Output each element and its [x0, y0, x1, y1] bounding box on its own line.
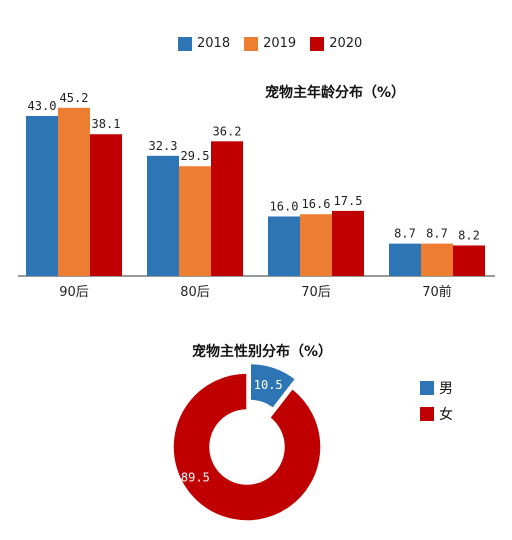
bar-label-2019-3: 8.7 [426, 227, 448, 241]
bar-2018-1 [147, 155, 179, 276]
bar-2018-2 [268, 216, 300, 276]
legend-swatch-2018 [178, 36, 192, 51]
bar-2019-0 [58, 107, 90, 276]
legend-item-2019: 2019 [244, 36, 296, 51]
pie-legend-item-male: 男 [420, 378, 453, 398]
bar-2019-1 [179, 166, 211, 276]
pie-legend-swatch-female [420, 407, 434, 421]
bar-label-2018-2: 16.0 [270, 199, 299, 213]
category-label-3: 70前 [422, 284, 452, 300]
pie-legend-swatch-male [420, 381, 434, 395]
category-label-0: 90后 [59, 285, 89, 300]
pie-legend-label-female: 女 [439, 407, 453, 423]
donut-slice-0 [249, 362, 297, 410]
pie-chart-title: 宠物主性别分布（%） [192, 344, 333, 360]
bar-2020-3 [453, 245, 485, 276]
legend-item-2020: 2020 [310, 36, 362, 51]
bar-legend: 2018 2019 2020 [178, 36, 362, 51]
bar-label-2018-0: 43.0 [28, 99, 57, 113]
bar-chart-title: 宠物主年龄分布（%） [265, 85, 406, 101]
category-label-2: 70后 [301, 285, 331, 300]
bar-2019-2 [300, 214, 332, 276]
pie-legend-item-female: 女 [420, 404, 453, 424]
legend-label-2018: 2018 [197, 36, 231, 51]
donut-slice-1 [172, 372, 322, 522]
bar-label-2020-0: 38.1 [92, 117, 121, 131]
donut-chart: 10.5 89.5 [172, 362, 322, 522]
bar-2018-3 [389, 243, 421, 276]
bar-2020-2 [332, 210, 364, 276]
bar-label-2020-2: 17.5 [334, 194, 363, 208]
legend-label-2020: 2020 [329, 36, 363, 51]
legend-label-2019: 2019 [263, 36, 297, 51]
pie-legend: 男 女 [420, 378, 453, 430]
bar-label-2018-3: 8.7 [394, 227, 416, 241]
category-label-1: 80后 [180, 285, 210, 300]
legend-swatch-2019 [244, 36, 259, 51]
bar-2020-0 [90, 134, 122, 276]
bar-label-2020-1: 36.2 [213, 124, 242, 138]
legend-swatch-2020 [310, 36, 325, 51]
bar-2019-3 [421, 243, 453, 276]
bar-label-2019-1: 29.5 [181, 149, 210, 163]
donut-label-0: 10.5 [254, 378, 283, 392]
bar-2018-0 [26, 116, 58, 276]
bar-label-2019-2: 16.6 [302, 197, 331, 211]
bar-label-2019-0: 45.2 [60, 91, 89, 105]
donut-label-1: 89.5 [181, 471, 210, 485]
bar-2020-1 [211, 141, 243, 276]
bar-chart: 43.045.238.1 90后 32.329.536.2 80后 16.0 16.6 17… [18, 91, 495, 300]
pie-legend-label-male: 男 [439, 381, 453, 397]
legend-item-2018: 2018 [178, 36, 230, 51]
bar-label-2020-3: 8.2 [458, 228, 480, 242]
bar-label-2018-1: 32.3 [149, 139, 178, 153]
